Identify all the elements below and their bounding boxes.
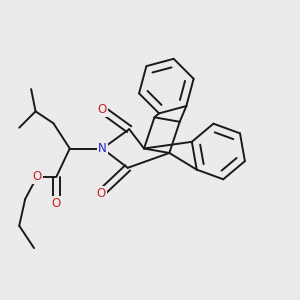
Text: O: O: [32, 170, 42, 183]
Text: O: O: [98, 103, 107, 116]
Text: O: O: [96, 187, 106, 200]
Text: N: N: [98, 142, 107, 155]
Text: O: O: [52, 197, 61, 210]
